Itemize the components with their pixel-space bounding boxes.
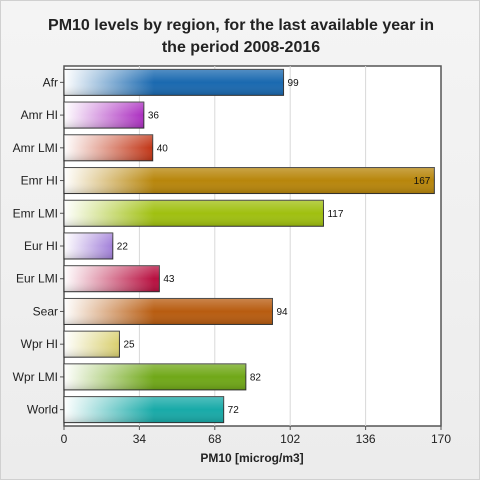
y-tick-label: Wpr HI (21, 337, 58, 351)
value-label: 43 (163, 274, 175, 285)
chart-title-line-1: PM10 levels by region, for the last avai… (48, 17, 434, 34)
y-tick-label: Afr (43, 75, 58, 89)
y-tick-label: Wpr LMI (13, 370, 58, 384)
y-tick-label: Eur LMI (16, 272, 58, 286)
bar-shade (64, 396, 224, 423)
value-label: 40 (157, 143, 169, 154)
bar-shade (64, 200, 324, 227)
x-tick-label: 170 (431, 432, 451, 446)
bar-shade (64, 167, 435, 194)
bar-shade (64, 233, 113, 259)
value-label: 72 (228, 405, 240, 416)
x-tick-label: 102 (280, 432, 300, 446)
value-label: 36 (148, 111, 160, 122)
value-label: 25 (123, 340, 135, 351)
bar-shade (64, 69, 284, 96)
y-tick-label: Amr LMI (13, 141, 58, 155)
y-tick-label: Emr HI (21, 174, 58, 188)
bars: 99 36 40 167 117 22 43 94 25 82 72 (63, 68, 435, 424)
bar-shade (64, 331, 120, 358)
y-tick-label: World (27, 403, 58, 417)
y-tick-labels: Afr Amr HI Amr LMI Emr HI Emr LMI Eur HI Eur L… (13, 75, 58, 416)
bar-shade (64, 134, 153, 161)
y-tick-label: Emr LMI (13, 206, 58, 220)
bar-shade (64, 363, 246, 390)
value-label: 94 (276, 307, 288, 318)
value-label: 82 (250, 372, 262, 383)
value-label: 167 (414, 176, 431, 187)
value-label: 22 (117, 242, 129, 253)
x-axis-label: PM10 [microg/m3] (200, 451, 303, 465)
y-tick-label: Sear (33, 304, 58, 318)
value-label: 99 (288, 78, 300, 89)
bar-shade (64, 102, 144, 129)
x-tick-label: 0 (61, 432, 68, 446)
x-tick-label: 68 (208, 432, 222, 446)
bar-shade (64, 298, 273, 325)
x-tick-label: 34 (133, 432, 147, 446)
y-tick-label: Amr HI (21, 108, 58, 122)
x-tick-label: 136 (356, 432, 376, 446)
value-label: 117 (327, 209, 343, 220)
bar-shade (64, 265, 160, 292)
x-tick-labels: 0 34 68 102 136 170 (61, 432, 452, 446)
y-tick-label: Eur HI (24, 239, 58, 253)
chart-title-line-2: the period 2008-2016 (161, 39, 321, 56)
chart-title: PM10 levels by region, for the last avai… (41, 15, 441, 59)
